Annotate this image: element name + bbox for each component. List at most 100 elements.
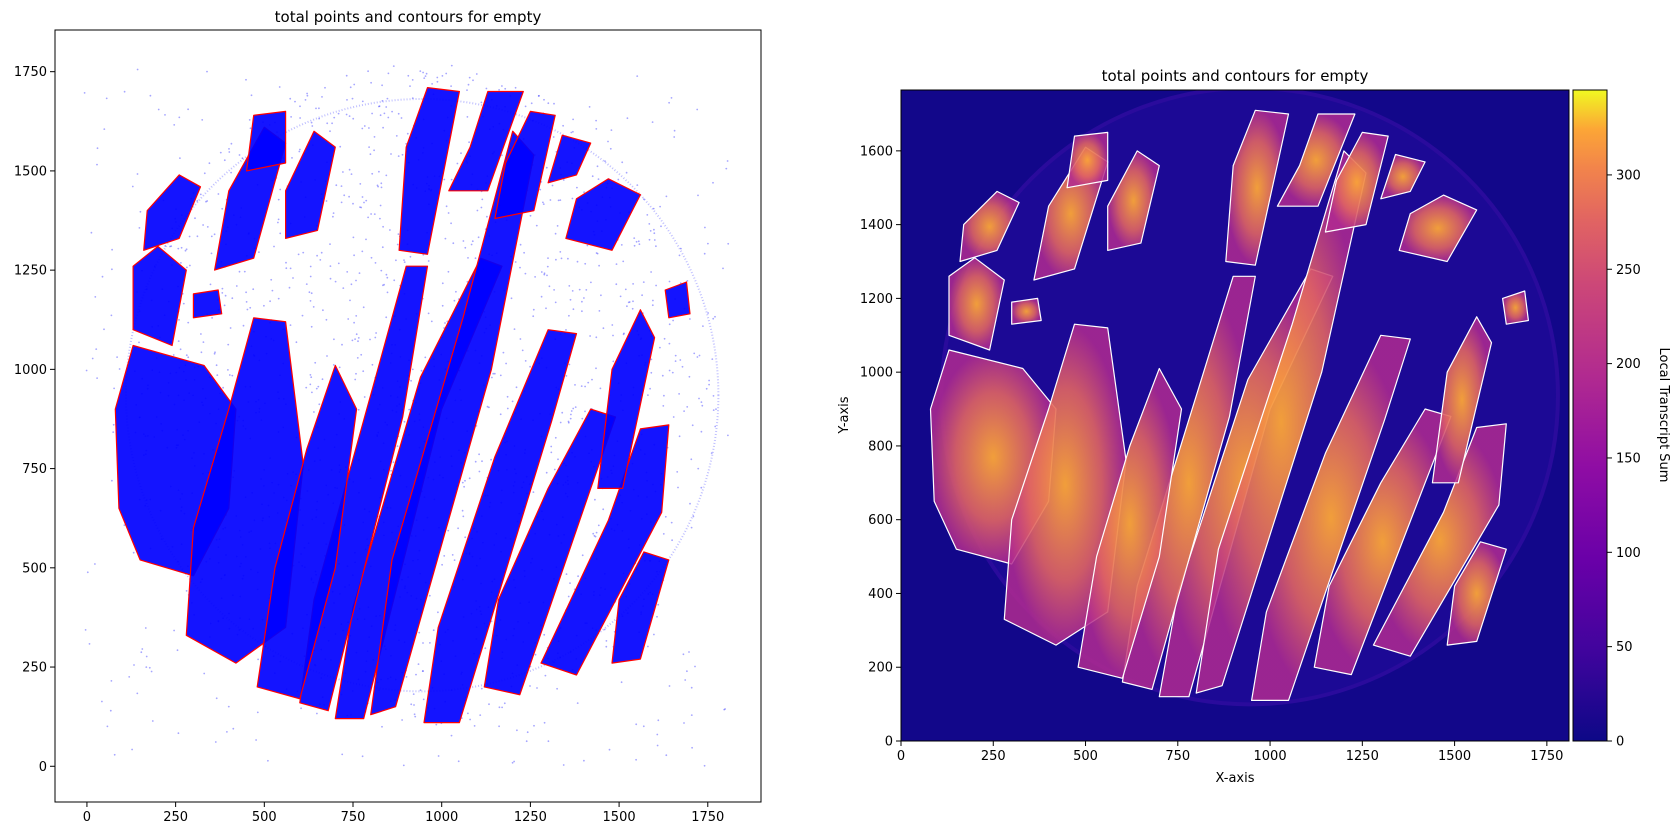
scatter-point [437,755,440,757]
scatter-point [707,242,709,245]
right-y-tick-label: 1000 [860,366,893,381]
scatter-point [150,670,153,673]
scatter-point [617,178,620,181]
scatter-point [397,233,400,236]
scatter-point [705,387,708,390]
scatter-point [361,196,364,198]
scatter-point [447,212,450,214]
scatter-point [111,248,113,251]
scatter-point [498,89,500,91]
scatter-point [279,188,282,191]
right-heat-region-19 [1324,131,1389,233]
right-heat-region-4 [1251,334,1411,701]
scatter-point [235,285,238,287]
scatter-point [221,207,224,210]
colorbar-tick-label: 250 [1616,263,1641,278]
scatter-point [299,148,301,151]
scatter-point [360,206,363,209]
left-dense-region-7 [611,551,670,664]
left-x-tick-label: 1750 [691,810,724,825]
scatter-point [676,471,679,473]
scatter-point [670,97,673,99]
scatter-point [355,315,358,317]
scatter-point [229,327,232,329]
scatter-point [450,64,453,67]
scatter-point [309,383,312,386]
scatter-point [179,157,181,160]
scatter-point [668,369,671,372]
scatter-point [581,554,584,557]
scatter-point [581,300,583,303]
scatter-point [672,319,674,322]
scatter-point [635,240,638,243]
scatter-point [490,458,492,461]
scatter-point [462,240,465,242]
scatter-point [481,198,484,201]
scatter-point [545,307,547,310]
scatter-point [256,711,259,714]
scatter-point [450,85,452,87]
scatter-point [506,407,509,410]
scatter-point [343,194,346,197]
scatter-point [106,725,109,728]
scatter-point [386,276,389,279]
scatter-point [565,573,568,575]
scatter-point [619,295,622,298]
left-dense-region-23 [192,289,223,319]
scatter-point [596,252,599,255]
scatter-point [552,136,555,138]
scatter-point [712,181,714,184]
scatter-point [337,262,340,265]
scatter-point [352,117,355,120]
scatter-point [519,266,521,269]
scatter-point [214,351,216,354]
scatter-point [318,117,320,120]
scatter-point [189,264,191,267]
scatter-point [369,153,372,156]
right-y-tick-label: 400 [868,587,893,602]
scatter-point [317,385,320,388]
scatter-point [584,410,586,413]
scatter-point [450,734,453,737]
scatter-point [504,87,507,90]
scatter-point [464,246,467,249]
scatter-point [90,231,93,234]
scatter-point [524,360,527,362]
scatter-point [668,101,670,104]
scatter-point [173,629,176,632]
scatter-point [559,421,562,424]
scatter-point [668,685,671,687]
scatter-point [660,225,662,228]
left-dense-regions [114,87,691,724]
scatter-point [559,251,562,253]
scatter-point [245,78,247,81]
scatter-point [258,251,260,254]
scatter-point [421,670,424,672]
scatter-point [363,125,366,127]
scatter-point [342,171,344,173]
scatter-point [598,310,601,312]
scatter-point [131,748,134,751]
scatter-point [723,708,726,711]
scatter-point [316,254,318,257]
scatter-point [355,333,358,336]
scatter-point [105,97,108,100]
scatter-point [285,267,288,270]
colorbar-axis: 0 50 100 150 200 250 300 [1607,168,1641,750]
left-dense-region-16 [246,110,287,172]
scatter-point [96,147,99,150]
scatter-point [312,306,315,308]
scatter-point [683,410,685,412]
scatter-point [727,242,730,245]
scatter-point [562,764,565,766]
scatter-point [698,354,701,357]
scatter-point [411,79,414,81]
scatter-point [246,308,249,311]
scatter-point [83,92,86,94]
scatter-point [267,759,269,762]
right-y-tick-label: 800 [868,439,893,454]
scatter-point [678,254,681,257]
scatter-point [712,409,715,411]
scatter-point [164,245,167,247]
scatter-point [561,411,564,414]
